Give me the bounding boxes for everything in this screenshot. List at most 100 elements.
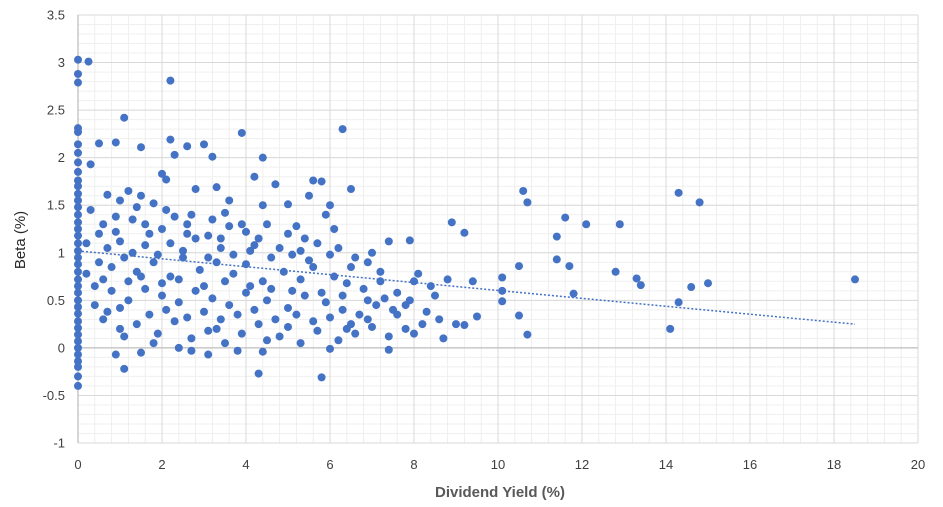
data-point	[326, 250, 334, 259]
data-point	[342, 324, 351, 333]
data-point	[74, 69, 82, 78]
data-point	[74, 239, 82, 248]
y-tick-label: 1	[58, 245, 65, 260]
data-point	[704, 279, 712, 288]
data-point	[99, 315, 108, 324]
data-point	[263, 296, 271, 305]
data-point	[204, 326, 213, 335]
data-point	[246, 246, 255, 255]
data-point	[292, 310, 301, 319]
data-point	[74, 210, 82, 219]
data-point	[204, 253, 213, 262]
y-tick-label: 0	[58, 340, 65, 355]
data-point	[271, 180, 280, 189]
data-point	[393, 288, 402, 297]
data-point	[216, 315, 225, 324]
data-point	[111, 138, 120, 147]
data-point	[284, 200, 292, 209]
x-tick-label: 18	[827, 457, 841, 472]
data-point	[410, 277, 418, 286]
data-point	[317, 373, 326, 382]
data-point	[221, 277, 229, 286]
data-point	[74, 218, 82, 227]
data-point	[254, 369, 263, 378]
data-point	[275, 244, 284, 253]
data-point	[191, 185, 200, 194]
data-point	[99, 220, 108, 229]
data-point	[191, 286, 200, 295]
data-point	[187, 334, 196, 343]
data-point	[418, 320, 427, 329]
data-point	[74, 148, 82, 157]
data-point	[74, 231, 82, 240]
data-point	[116, 303, 124, 312]
data-point	[426, 282, 435, 291]
data-point	[84, 57, 93, 66]
data-point	[288, 286, 297, 295]
data-point	[498, 286, 507, 295]
data-point	[254, 234, 263, 243]
data-point	[258, 201, 267, 210]
data-point	[74, 267, 82, 276]
data-point	[237, 220, 246, 229]
data-point	[74, 343, 82, 352]
data-point	[363, 315, 372, 324]
data-point	[179, 253, 187, 262]
data-point	[116, 324, 124, 333]
data-point	[405, 236, 414, 245]
x-tick-labels: 0 2 4 6 8 10 12 14 16 18 20	[74, 457, 925, 472]
data-point	[137, 272, 145, 281]
data-point	[569, 289, 578, 298]
data-point	[296, 339, 305, 348]
data-point	[229, 269, 238, 278]
x-tick-label: 6	[326, 457, 333, 472]
data-point	[384, 237, 393, 246]
data-point	[216, 234, 225, 243]
data-point	[242, 260, 250, 269]
data-point	[74, 140, 82, 149]
data-point	[355, 310, 364, 319]
data-point	[204, 350, 213, 359]
data-point	[107, 286, 116, 295]
data-point	[242, 227, 250, 236]
data-point	[317, 177, 326, 186]
y-tick-label: 3.5	[47, 8, 65, 23]
data-point	[158, 291, 166, 300]
data-point	[187, 210, 196, 219]
data-point	[145, 310, 154, 319]
data-point	[183, 313, 192, 322]
data-point	[74, 55, 82, 64]
data-point	[258, 277, 267, 286]
data-point	[250, 241, 259, 250]
data-point	[313, 326, 322, 335]
data-point	[498, 273, 507, 282]
data-point	[305, 191, 313, 200]
y-tick-label: 2.5	[47, 103, 65, 118]
data-point	[338, 305, 347, 314]
data-point	[515, 262, 523, 271]
data-point	[225, 196, 234, 205]
data-point	[153, 250, 162, 259]
data-point	[86, 205, 95, 214]
x-tick-label: 8	[410, 457, 417, 472]
data-point	[447, 218, 456, 227]
data-point	[74, 296, 82, 305]
data-point	[401, 301, 410, 310]
x-tick-label: 16	[743, 457, 757, 472]
data-point	[183, 229, 192, 238]
data-point	[74, 182, 82, 191]
x-tick-label: 2	[158, 457, 165, 472]
data-point	[86, 160, 95, 169]
data-point	[208, 215, 217, 224]
data-point	[74, 302, 82, 311]
data-point	[439, 334, 448, 343]
data-point	[95, 139, 103, 148]
data-point	[82, 239, 91, 248]
data-point	[221, 208, 229, 217]
data-point	[851, 275, 859, 284]
data-point	[334, 336, 343, 345]
data-point	[275, 332, 284, 341]
data-point	[279, 267, 288, 276]
data-point	[149, 258, 158, 267]
data-point	[330, 225, 339, 233]
